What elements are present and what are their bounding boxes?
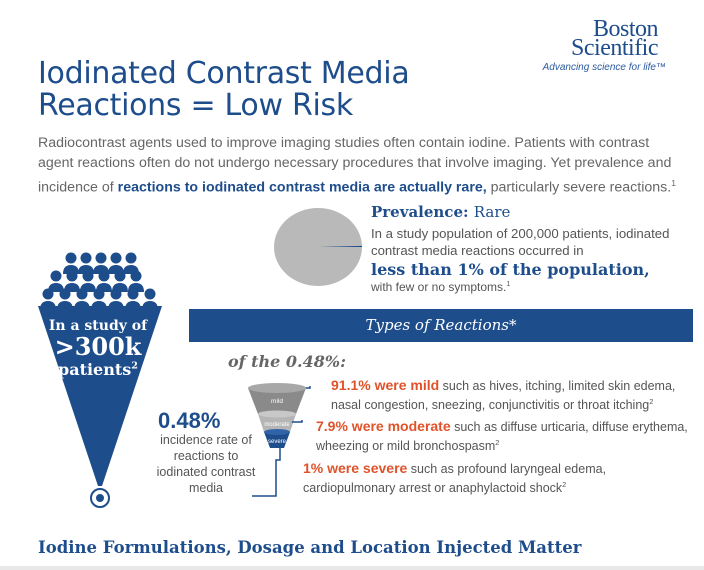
reaction-mild-text: such as hives, itching, limited skin ede…: [331, 379, 676, 413]
funnel-label-mild: mild: [271, 398, 283, 405]
logo-line1: Boston: [592, 16, 659, 42]
bottom-divider: [0, 566, 704, 570]
page-title: Iodinated Contrast Media Reactions = Low…: [38, 58, 518, 122]
study-line1: In a study of: [48, 318, 148, 334]
prevalence-body: In a study population of 200,000 patient…: [371, 226, 670, 258]
reaction-mild-ref: 2: [649, 397, 654, 406]
reaction-severe-text: such as profound laryngeal edema, cardio…: [303, 462, 607, 496]
study-patients: patients: [58, 360, 132, 379]
prevalence-tail: with few or no symptoms.1: [371, 279, 510, 294]
brand-logo: Boston Scientific: [571, 16, 659, 61]
prevalence-tail-text: with few or no symptoms.: [371, 280, 507, 294]
section-footer-heading: Iodine Formulations, Dosage and Location…: [38, 538, 582, 557]
types-banner: Types of Reactions*: [189, 309, 693, 342]
intro-text-2: particularly severe reactions.: [486, 179, 672, 196]
title-line2: Reactions = Low Risk: [38, 88, 353, 123]
subset-label: of the 0.48%:: [228, 352, 346, 371]
connector-severe: [252, 448, 281, 497]
study-line3: patients2: [40, 360, 156, 379]
patients-funnel: [38, 252, 162, 508]
intro-paragraph: Radiocontrast agents used to improve ima…: [38, 133, 688, 198]
pie-slice-reactions: [318, 245, 362, 247]
study-count: >300k: [54, 332, 142, 361]
reaction-moderate-text: such as diffuse urticaria, diffuse eryth…: [316, 420, 688, 454]
reaction-mild: 91.1% were mild such as hives, itching, …: [331, 377, 693, 413]
reaction-severe-ref: 2: [562, 480, 567, 489]
funnel-label-severe: severe: [268, 439, 287, 445]
people-crowd-icon: [40, 252, 158, 310]
prevalence-label: Prevalence:: [371, 203, 469, 221]
connector-moderate: [292, 420, 303, 423]
prevalence-highlight: less than 1% of the population,: [371, 260, 650, 279]
intro-text-1: Radiocontrast agents used to improve ima…: [38, 135, 672, 196]
reaction-mild-highlight: 91.1% were mild: [331, 377, 440, 393]
intro-ref: 1: [671, 178, 676, 188]
prevalence-ref: 1: [506, 279, 511, 288]
incidence-value: 0.48%: [158, 408, 221, 433]
logo-tagline: Advancing science for life™: [542, 62, 666, 73]
funnel-layer-mild: [248, 388, 306, 414]
person-dot-icon: [96, 494, 104, 502]
incidence-description: incidence rate of reactions to iodinated…: [156, 433, 256, 495]
funnel-layer-severe: [264, 432, 290, 448]
funnel-label-moderate: moderate: [264, 422, 290, 428]
reaction-funnel: mild moderate severe: [248, 383, 311, 497]
logo-line2: Scientific: [571, 35, 658, 61]
connector-mild: [305, 386, 311, 389]
reaction-severe-highlight: 1% were severe: [303, 460, 408, 476]
reaction-severe: 1% were severe such as profound laryngea…: [303, 460, 693, 496]
reaction-moderate-highlight: 7.9% were moderate: [316, 418, 451, 434]
intro-highlight: reactions to iodinated contrast media ar…: [117, 179, 487, 196]
study-caption: In a study of >300k patients2: [40, 318, 156, 379]
title-line1: Iodinated Contrast Media: [38, 56, 410, 91]
funnel-layer-moderate: [258, 414, 296, 432]
study-ref: 2: [131, 360, 138, 372]
reaction-moderate: 7.9% were moderate such as diffuse urtic…: [316, 418, 692, 454]
prevalence-rating: Rare: [473, 203, 511, 221]
prevalence-pie-chart: [274, 208, 362, 286]
reaction-moderate-ref: 2: [495, 438, 500, 447]
prevalence-heading: Prevalence: Rare: [371, 203, 510, 221]
funnel-shape: [38, 306, 162, 486]
